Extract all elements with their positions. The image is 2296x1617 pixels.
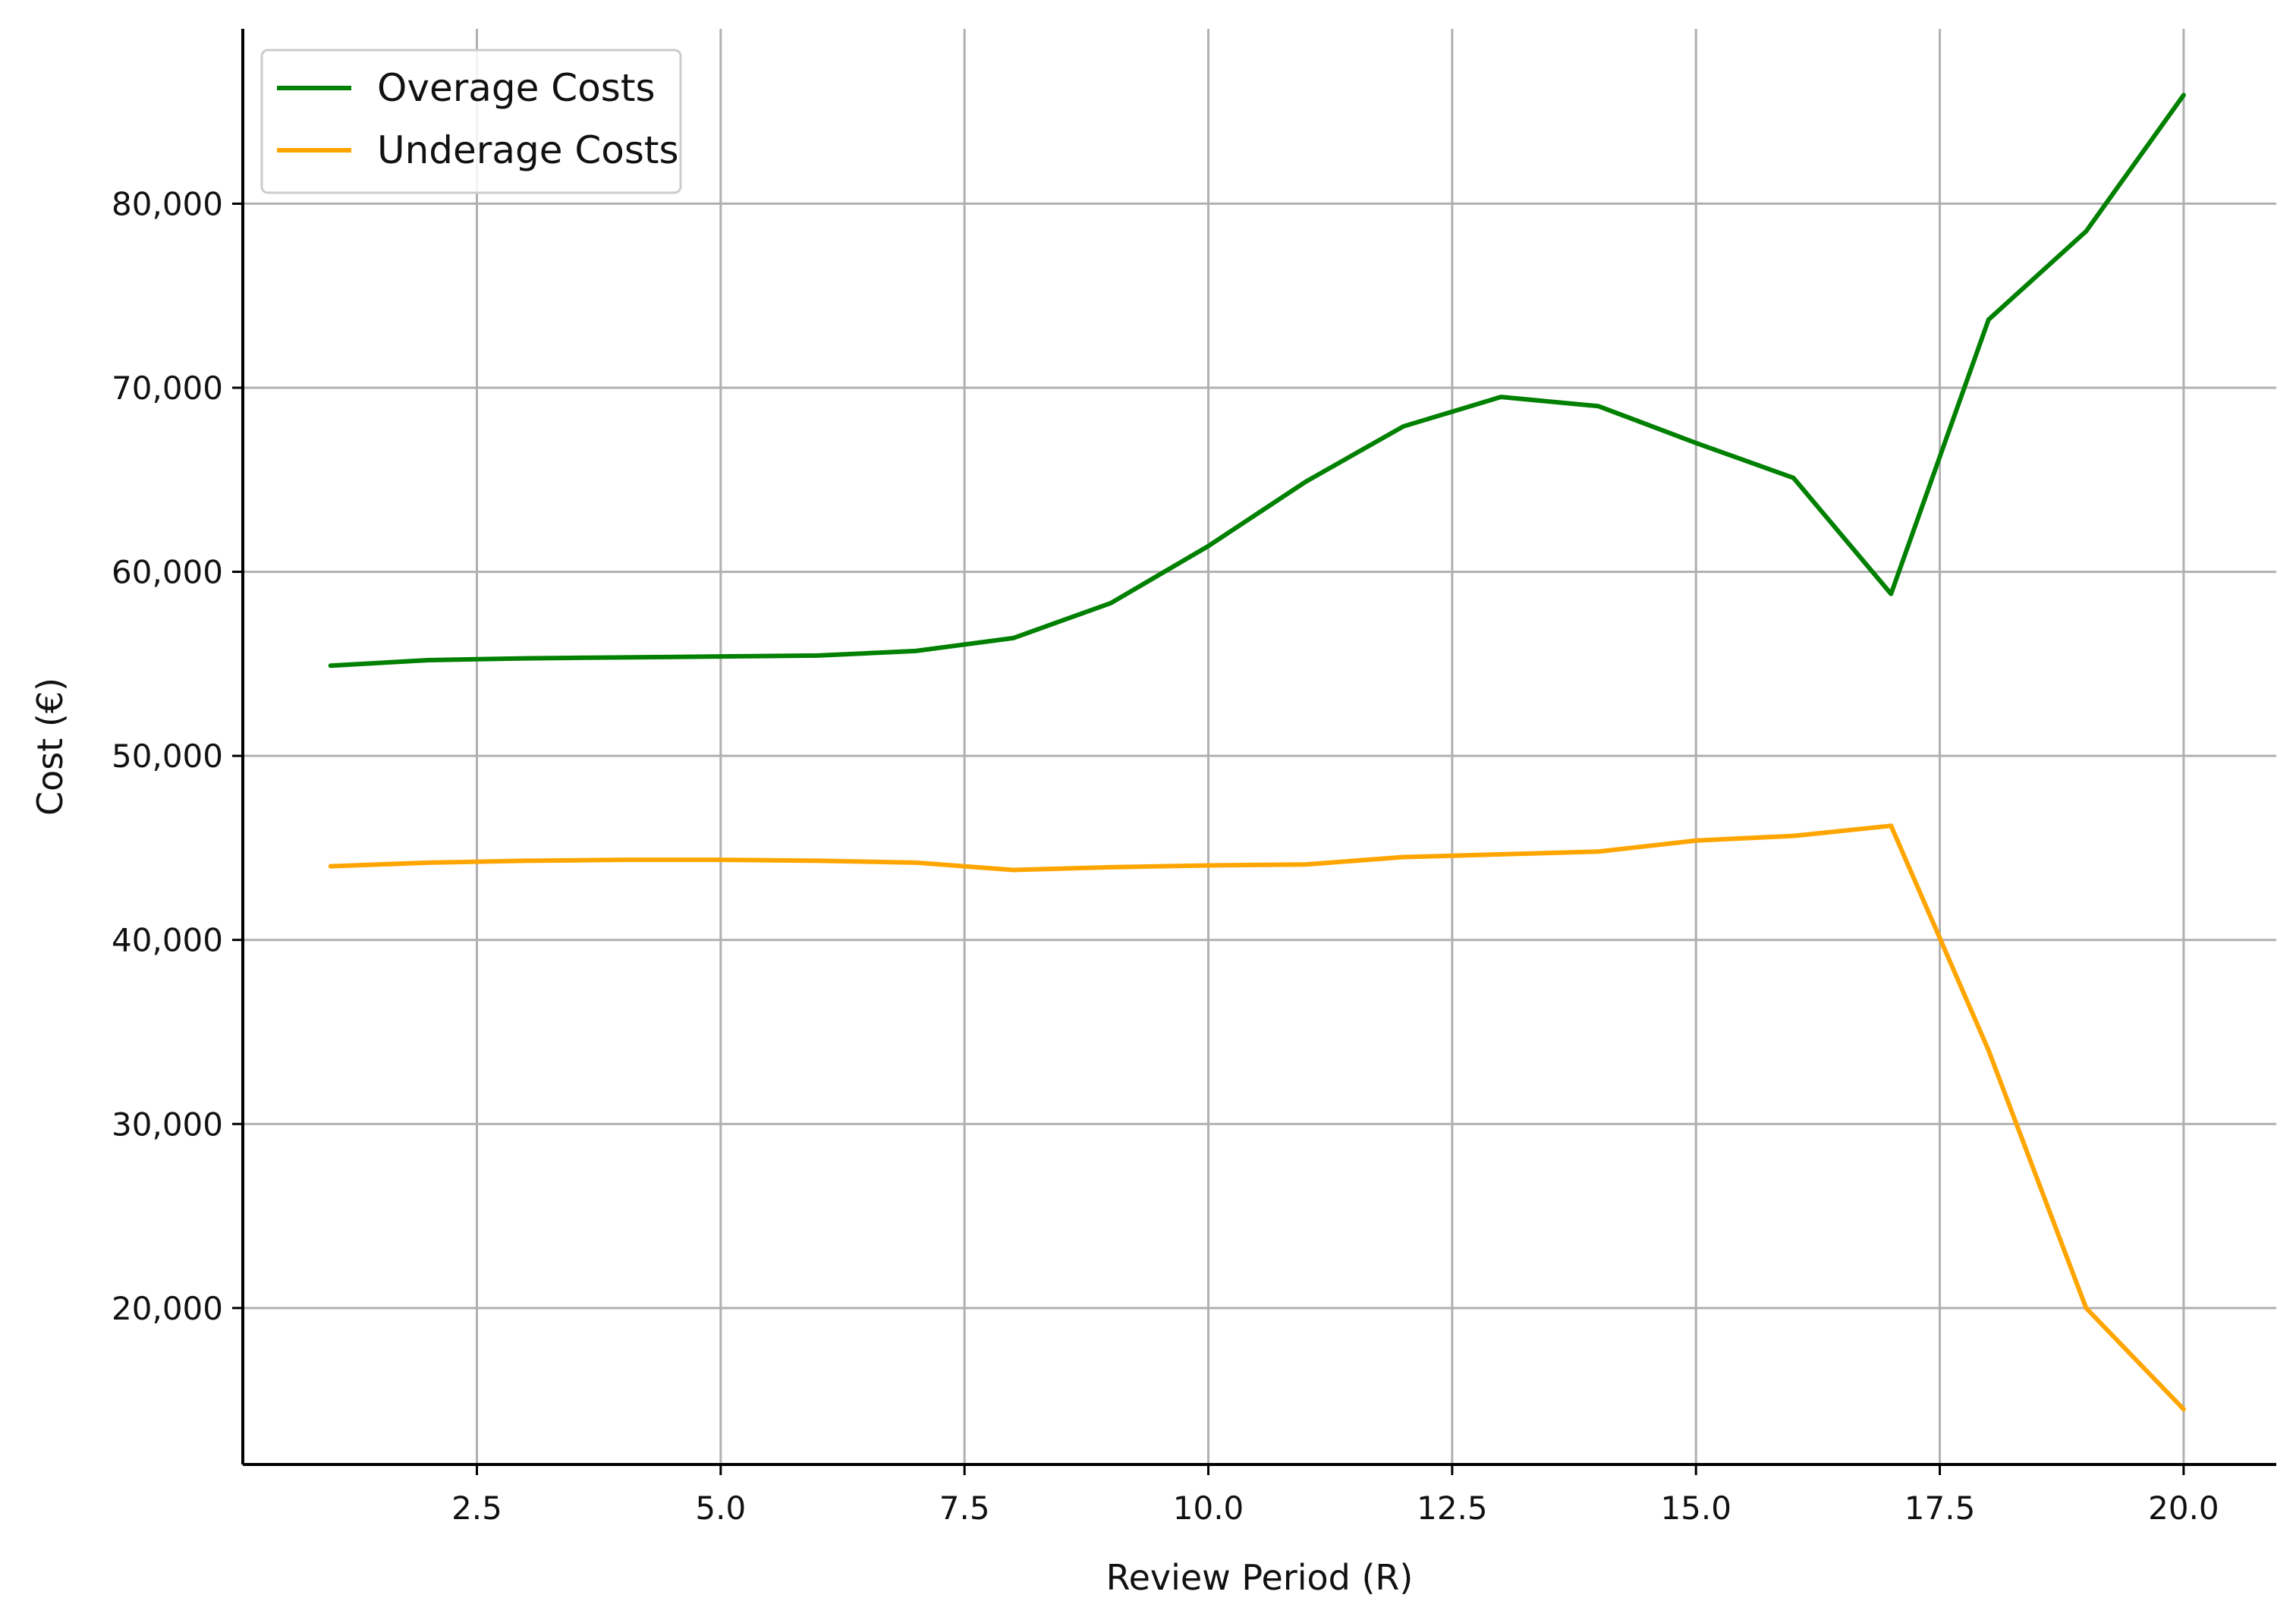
data-point [2181, 1406, 2187, 1412]
data-point [1206, 543, 1212, 549]
x-axis-title: Review Period (R) [1106, 1557, 1414, 1598]
y-tick-label: 20,000 [112, 1290, 223, 1327]
x-tick-label: 5.0 [695, 1490, 746, 1527]
tick-labels: 2.5 5.0 7.5 10.0 12.5 15.0 17.5 20.0 20,000 30,00… [112, 185, 2219, 1527]
grid [243, 29, 2276, 1464]
y-tick-label: 40,000 [112, 922, 223, 959]
data-point [328, 864, 334, 870]
data-point [1010, 635, 1016, 641]
data-point [2083, 228, 2089, 234]
data-point [620, 857, 626, 863]
legend-box [260, 49, 682, 194]
data-point [1791, 475, 1797, 481]
data-point [1693, 838, 1699, 844]
data-point [2181, 92, 2187, 98]
data-point [2083, 1305, 2089, 1311]
data-point [1986, 316, 1992, 322]
data-point [815, 857, 821, 864]
data-point [523, 656, 529, 662]
data-point [1888, 591, 1894, 597]
data-point [913, 648, 919, 654]
data-point [1596, 403, 1602, 409]
y-tick-label: 70,000 [112, 370, 223, 407]
y-axis-title: Cost (€) [30, 678, 71, 816]
legend-label-overage: Overage Costs [377, 66, 656, 110]
data-point [1108, 600, 1114, 606]
data-point [1693, 440, 1699, 446]
legend-label-underage: Underage Costs [377, 128, 679, 172]
data-point [718, 653, 724, 659]
data-point [1401, 423, 1407, 429]
x-tick-label: 15.0 [1660, 1490, 1731, 1527]
series-line-underage-costsline [328, 823, 2186, 1412]
data-point [1986, 1047, 1992, 1053]
data-point [1206, 862, 1212, 868]
data-point [425, 657, 431, 663]
x-tick-label: 10.0 [1173, 1490, 1244, 1527]
data-point [1303, 479, 1309, 485]
data-point [1791, 833, 1797, 839]
series-line-overage-costsline [328, 93, 2186, 669]
data-point [815, 653, 821, 659]
x-tick-label: 20.0 [2148, 1490, 2219, 1527]
data-point [718, 857, 724, 863]
data-point [523, 857, 529, 864]
series-lines [328, 92, 2187, 1412]
x-tick-label: 17.5 [1904, 1490, 1976, 1527]
data-point [1498, 394, 1504, 400]
data-point [1401, 854, 1407, 860]
y-tick-label: 50,000 [112, 738, 223, 775]
data-point [1498, 851, 1504, 857]
data-point [620, 654, 626, 660]
data-point [1888, 823, 1894, 829]
data-point [328, 662, 334, 669]
x-tick-label: 2.5 [451, 1490, 502, 1527]
data-point [425, 860, 431, 866]
axes [241, 29, 2276, 1466]
legend: Overage Costs Underage Costs [260, 49, 682, 194]
x-tick-label: 12.5 [1417, 1490, 1488, 1527]
y-tick-label: 80,000 [112, 185, 223, 222]
y-tick-label: 30,000 [112, 1106, 223, 1143]
data-point [913, 860, 919, 866]
data-point [1303, 861, 1309, 867]
x-tick-label: 7.5 [939, 1490, 990, 1527]
data-point [1596, 848, 1602, 854]
y-tick-label: 60,000 [112, 554, 223, 591]
data-point [1010, 867, 1016, 873]
data-point [1108, 864, 1114, 870]
